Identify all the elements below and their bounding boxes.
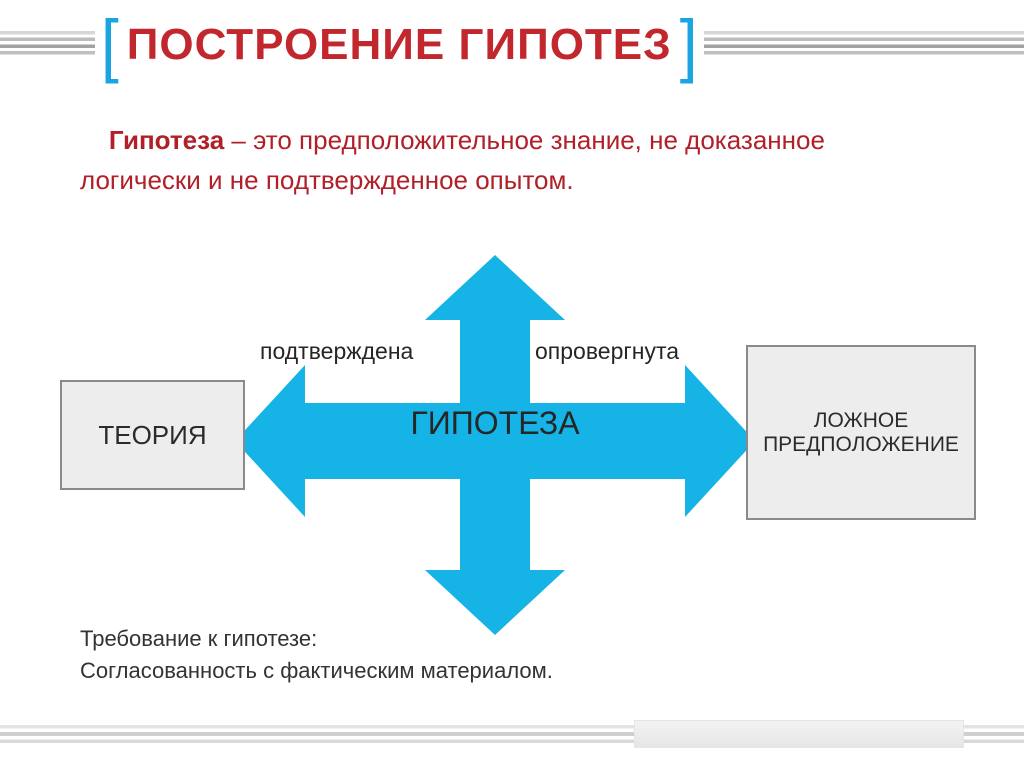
theory-box: ТЕОРИЯ [60, 380, 245, 490]
refuted-label: опровергнута [535, 338, 679, 365]
footer-tag [634, 720, 964, 748]
footnote-line-2: Согласованность с фактическим материалом… [80, 655, 553, 687]
header-rail: [ ПОСТРОЕНИЕ ГИПОТЕЗ ] [0, 30, 1024, 60]
title-wrap: [ ПОСТРОЕНИЕ ГИПОТЕЗ ] [95, 13, 704, 77]
hypothesis-diagram: ТЕОРИЯ ЛОЖНОЕ ПРЕДПОЛОЖЕНИЕ ГИПОТЕЗА под… [0, 250, 1024, 650]
four-way-arrow-icon [235, 255, 755, 635]
false-assumption-box: ЛОЖНОЕ ПРЕДПОЛОЖЕНИЕ [746, 345, 976, 520]
page-title: ПОСТРОЕНИЕ ГИПОТЕЗ [127, 20, 672, 70]
footnote-line-1: Требование к гипотезе: [80, 623, 553, 655]
bracket-close-icon: ] [680, 10, 698, 80]
bracket-open-icon: [ [101, 10, 119, 80]
footnote: Требование к гипотезе: Согласованность с… [80, 623, 553, 687]
definition-term: Гипотеза [109, 125, 224, 155]
definition-text: Гипотеза – это предположительное знание,… [80, 120, 944, 201]
arrow-polygon [235, 255, 755, 635]
false-assumption-label: ЛОЖНОЕ ПРЕДПОЛОЖЕНИЕ [756, 409, 966, 457]
rail-right [704, 31, 1024, 59]
rail-left [0, 31, 95, 59]
theory-box-label: ТЕОРИЯ [98, 420, 206, 451]
confirmed-label: подтверждена [260, 338, 413, 365]
